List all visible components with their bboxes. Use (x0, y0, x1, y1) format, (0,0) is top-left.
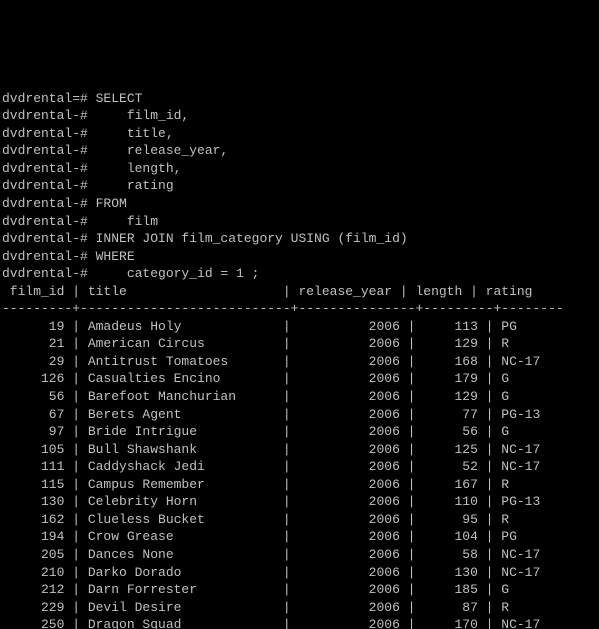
terminal-window[interactable]: dvdrental=# SELECT dvdrental-# film_id, … (0, 88, 599, 629)
result-header: film_id | title | release_year | length … (2, 283, 599, 301)
result-body: 19 | Amadeus Holy | 2006 | 113 | PG 21 |… (2, 318, 599, 629)
query-block: dvdrental=# SELECT dvdrental-# film_id, … (2, 90, 599, 283)
result-separator: ---------+---------------------------+--… (2, 300, 599, 318)
